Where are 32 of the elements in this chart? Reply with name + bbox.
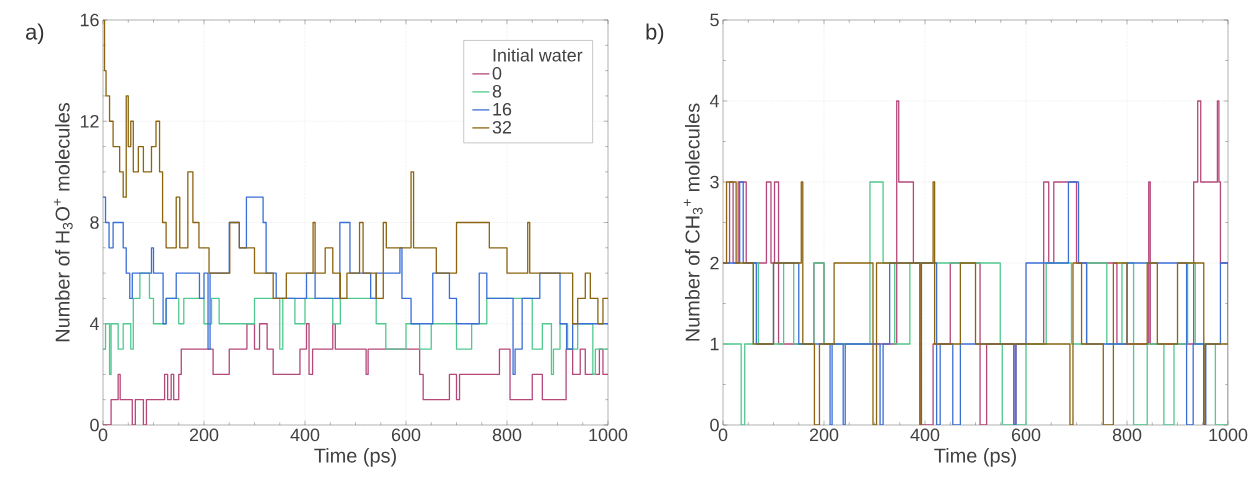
- y-tick-label: 16: [80, 13, 99, 27]
- x-tick-label: 1000: [1209, 428, 1248, 442]
- x-tick-label: 800: [492, 428, 522, 442]
- chart-title: b): [646, 23, 664, 45]
- y-tick-label: 0: [90, 418, 99, 432]
- y-tick-label: 4: [89, 317, 99, 330]
- x-tick-label: 1000: [589, 428, 628, 442]
- y-tick-label: 1: [710, 337, 719, 351]
- y-tick-label: 2: [710, 256, 719, 270]
- x-tick-label: 200: [809, 428, 839, 442]
- legend-label: 0: [492, 66, 502, 80]
- y-axis-title: Number of H$_{3}$O$^{+}$ molecules: [53, 102, 73, 342]
- x-tick-label: 600: [391, 428, 421, 442]
- y-tick-label: 8: [90, 216, 99, 229]
- legend-label: 16: [493, 102, 512, 116]
- chart-title: a): [26, 23, 44, 45]
- y-tick-label: 3: [710, 175, 719, 189]
- legend-label: 32: [492, 120, 512, 134]
- x-axis-title: Time (ps): [314, 448, 396, 467]
- y-axis-title: Number of CH$_{3}$$^{+}$ molecules: [683, 103, 703, 341]
- x-tick-label: 200: [189, 428, 219, 442]
- x-tick-label: 400: [290, 428, 320, 442]
- x-tick-label: 600: [1011, 428, 1041, 442]
- x-tick-label: 800: [1112, 428, 1142, 442]
- y-tick-label: 0: [710, 418, 719, 432]
- x-tick-label: 400: [910, 428, 940, 442]
- y-tick-label: 5: [710, 13, 719, 27]
- x-axis-title: Time (ps): [934, 448, 1016, 467]
- y-tick-label: 12: [80, 114, 99, 128]
- y-tick-label: 4: [709, 94, 719, 108]
- legend-label: 8: [492, 84, 502, 98]
- legend-title: Initial water: [493, 48, 583, 62]
